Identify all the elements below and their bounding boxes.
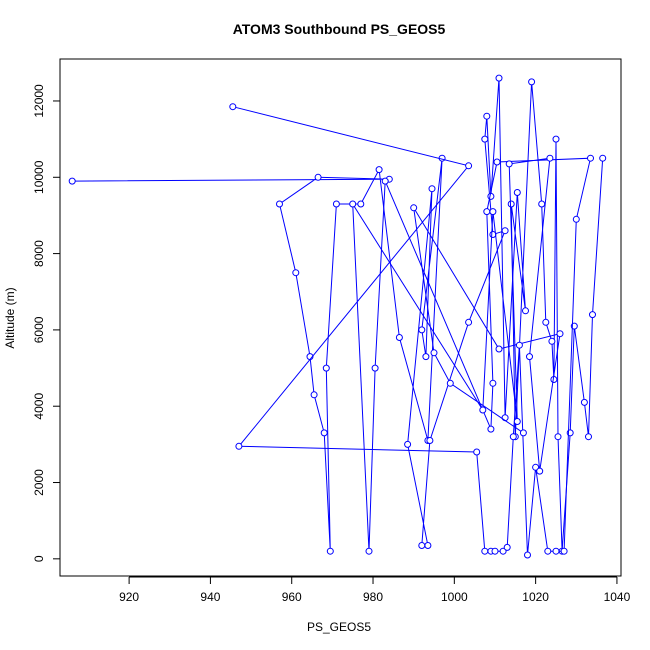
data-point [365,547,373,555]
data-point [428,185,436,193]
y-axis-label: Altitude (m) [3,287,17,348]
data-point [371,364,379,372]
data-point [544,547,552,555]
data-point [320,429,328,437]
data-point [513,189,521,196]
data-point [446,379,454,387]
data-point [560,547,568,555]
x-tick-label: 940 [200,590,220,604]
data-point [495,74,503,82]
data-point [487,192,495,200]
data-point [276,200,283,208]
x-tick-label: 1020 [522,590,549,604]
y-tick-label: 4000 [32,393,46,420]
data-point [404,440,412,448]
data-point [495,345,503,353]
x-axis-label: PS_GEOS5 [307,620,371,634]
x-tick-label: 980 [363,590,383,604]
data-point [479,406,487,414]
data-point [357,200,365,208]
data-point [552,547,560,555]
data-point [481,135,489,143]
y-tick-label: 8000 [32,240,46,267]
data-point [68,177,76,185]
x-tick-label: 1040 [604,590,631,604]
data-point [483,112,491,120]
data-point [322,364,330,372]
x-tick-label: 920 [119,590,139,604]
data-point [229,103,237,111]
data-point [332,200,340,208]
data-point [589,311,596,319]
data-point [310,391,318,399]
y-tick-label: 0 [32,555,46,562]
data-point [546,154,554,162]
data-point [424,542,432,549]
data-point [493,158,501,166]
series-line [232,106,592,556]
data-point [326,547,334,555]
plot-frame [59,58,622,577]
y-tick-label: 10000 [32,160,46,194]
data-point [418,542,426,549]
y-axis: 0 2000 4000 6000 8000 10000 12000 [32,84,61,562]
y-tick-label: 12000 [32,84,46,118]
data-point [489,208,497,216]
data-point [491,547,499,555]
data-point [314,173,322,181]
x-tick-label: 960 [282,590,302,604]
data-point [524,551,531,559]
data-point [473,448,481,456]
data-point [483,208,491,216]
data-point [536,467,544,475]
data-point [501,227,509,235]
x-axis: 920 940 960 980 1000 1020 1040 [119,576,631,604]
data-point [519,429,527,437]
data-point [509,433,517,441]
data-point [552,135,560,143]
data-point [528,78,536,86]
data-point [292,269,300,277]
data-point [572,215,580,223]
data-point [505,160,513,168]
x-tick-label: 1000 [441,590,468,604]
data-point [410,204,418,212]
data-point [501,414,509,422]
data-point [515,341,523,349]
series-line [72,78,604,552]
data-point [418,326,426,334]
data-point [522,307,529,315]
data-point [538,200,546,208]
data-point [395,334,403,341]
data-point [349,200,357,208]
data-point [526,353,533,361]
data-point [599,154,607,162]
data-point [481,547,489,555]
data-point [430,349,438,357]
data-point [503,543,511,551]
data-point [554,433,562,441]
y-tick-label: 6000 [32,316,46,343]
data-point [507,200,515,208]
data-point [585,433,592,441]
y-tick-label: 2000 [32,469,46,496]
data-point [580,398,588,406]
data-point [465,162,473,170]
data-point [542,318,550,326]
data-point [513,418,521,425]
data-point [422,353,430,361]
data-point [426,437,434,444]
chart-title: ATOM3 Southbound PS_GEOS5 [233,21,446,37]
series-layer [68,74,607,559]
data-point [587,154,594,162]
data-point [235,442,243,450]
data-point [375,166,383,174]
data-point [465,318,473,326]
data-point [381,177,389,185]
data-point [489,379,497,387]
data-point [548,337,556,345]
data-point [487,425,495,433]
data-point [556,330,564,338]
